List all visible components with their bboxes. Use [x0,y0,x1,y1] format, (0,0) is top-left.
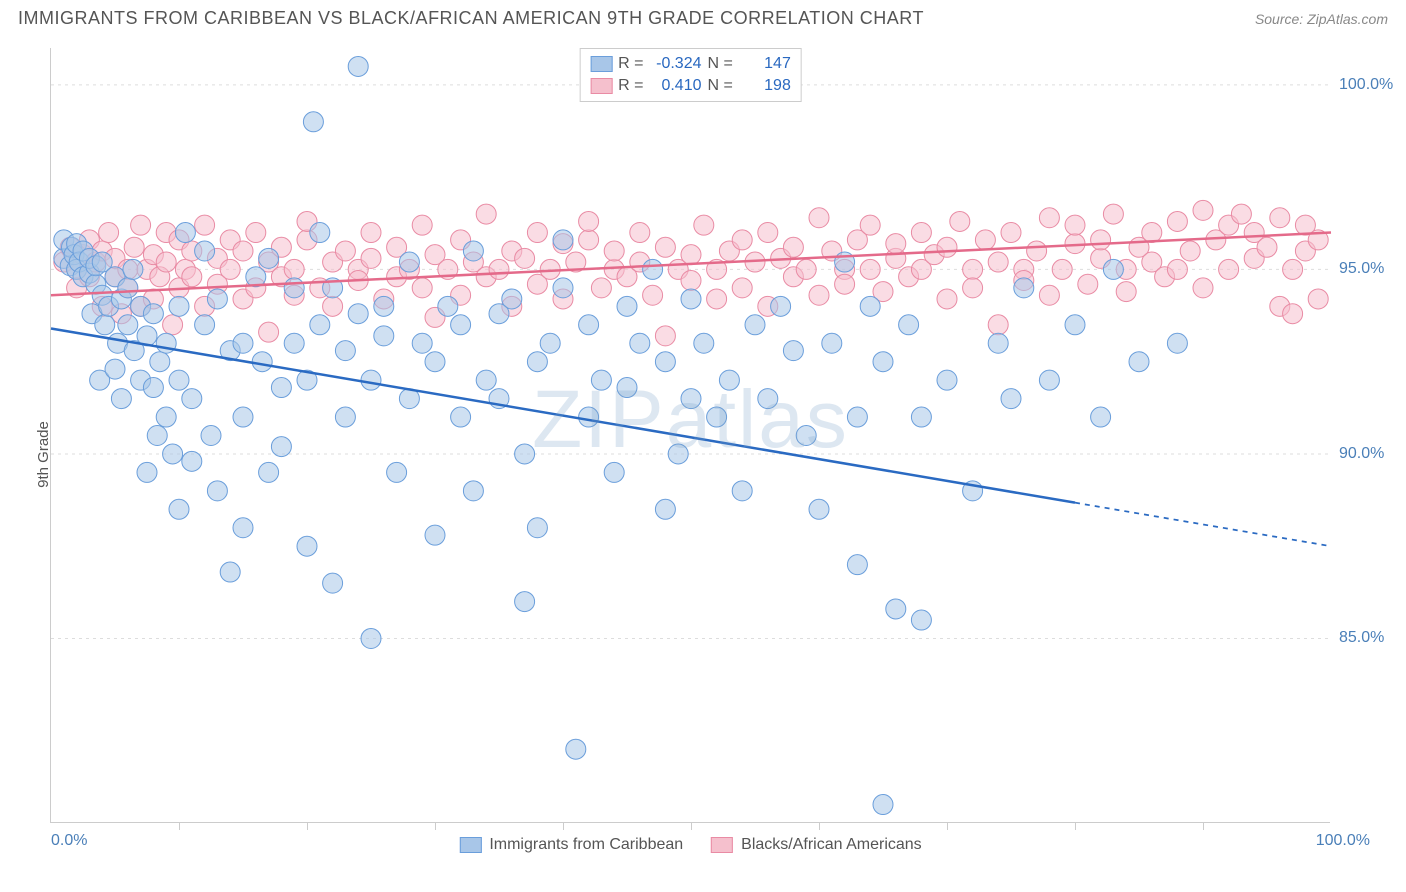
r-value-series2: 0.410 [650,75,702,97]
x-axis-max-label: 100.0% [1316,832,1370,850]
series-legend: Immigrants from Caribbean Blacks/African… [459,836,921,854]
x-tick [691,822,692,830]
chart-title: IMMIGRANTS FROM CARIBBEAN VS BLACK/AFRIC… [18,8,924,29]
source-attribution: Source: ZipAtlas.com [1255,11,1388,27]
correlation-legend: R = -0.324 N = 147 R = 0.410 N = 198 [579,48,802,102]
y-tick-label: 95.0% [1339,260,1384,278]
x-tick [947,822,948,830]
x-tick [179,822,180,830]
x-axis-min-label: 0.0% [51,832,87,850]
x-tick [819,822,820,830]
x-tick [1203,822,1204,830]
r-value-series1: -0.324 [650,53,702,75]
swatch-series2 [590,78,612,94]
n-value-series2: 198 [739,75,791,97]
y-tick-label: 85.0% [1339,629,1384,647]
x-tick [435,822,436,830]
y-tick-label: 100.0% [1339,76,1393,94]
x-tick [563,822,564,830]
n-value-series1: 147 [739,53,791,75]
x-tick [307,822,308,830]
x-tick [1075,822,1076,830]
legend-row-series1: R = -0.324 N = 147 [590,53,791,75]
legend-item-series2: Blacks/African Americans [711,836,922,854]
legend-item-series1: Immigrants from Caribbean [459,836,683,854]
swatch-series1-icon [459,837,481,853]
swatch-series2-icon [711,837,733,853]
swatch-series1 [590,56,612,72]
legend-row-series2: R = 0.410 N = 198 [590,75,791,97]
chart-plot-area: R = -0.324 N = 147 R = 0.410 N = 198 ZIP… [50,48,1330,823]
y-tick-label: 90.0% [1339,445,1384,463]
scatter-plot-svg [51,48,1330,822]
chart-header: IMMIGRANTS FROM CARIBBEAN VS BLACK/AFRIC… [0,0,1406,31]
